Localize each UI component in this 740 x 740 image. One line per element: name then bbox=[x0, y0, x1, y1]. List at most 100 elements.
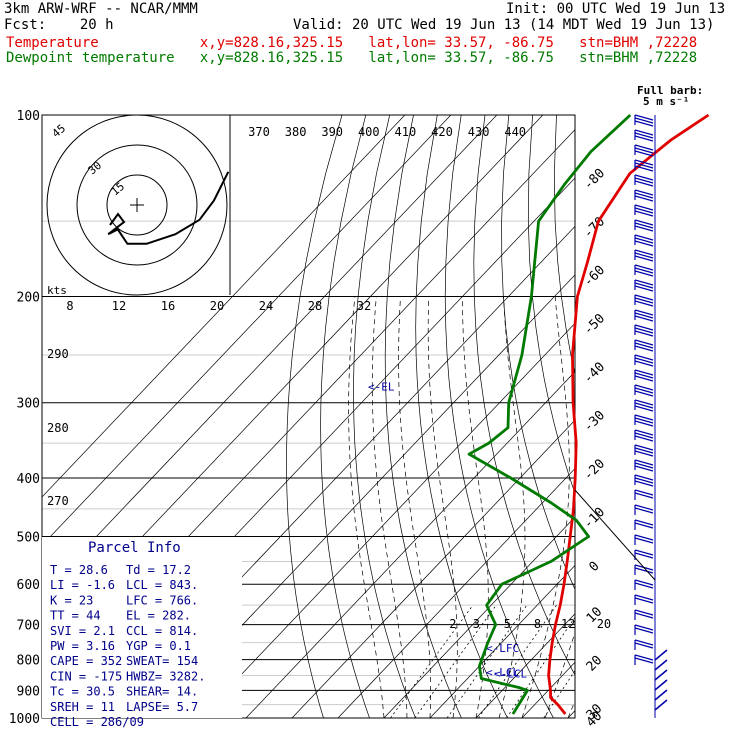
theta-label: 420 bbox=[431, 125, 453, 139]
hodograph-ring-label: 45 bbox=[50, 122, 69, 140]
wind-barb bbox=[634, 369, 654, 376]
wind-barb bbox=[634, 147, 654, 154]
parcel-info-right: HWBZ= 3282. bbox=[126, 669, 205, 683]
wind-barb bbox=[634, 507, 654, 514]
wind-barb bbox=[634, 159, 654, 166]
dry-adiabat bbox=[676, 115, 740, 718]
hodograph-speed-label: 28 bbox=[308, 299, 322, 313]
parcel-info-left: T = 28.6 bbox=[50, 563, 108, 577]
isotherm bbox=[42, 115, 406, 498]
isotherm bbox=[42, 115, 452, 546]
wind-barb bbox=[634, 612, 654, 619]
parcel-info-left: SREH = 11 bbox=[50, 700, 115, 714]
parcel-info-left: CIN = -175 bbox=[50, 669, 122, 683]
wind-barb bbox=[654, 699, 668, 711]
wind-barb bbox=[634, 375, 654, 382]
hodograph-ring bbox=[46, 114, 228, 296]
dry-adiabat bbox=[723, 115, 740, 718]
wind-barb bbox=[634, 519, 654, 526]
wind-barb bbox=[634, 144, 654, 151]
mixing-ratio-label: 5 bbox=[504, 617, 511, 631]
parcel-info-right: LCL = 843. bbox=[126, 578, 198, 592]
wind-barb bbox=[634, 504, 654, 511]
hodograph-speed-label: 12 bbox=[112, 299, 126, 313]
isotherm bbox=[614, 115, 740, 718]
isotherm-label: -20 bbox=[581, 456, 608, 483]
moist-adiabat bbox=[462, 296, 489, 718]
wind-barb bbox=[634, 162, 654, 169]
wind-barb bbox=[634, 372, 654, 379]
diagram-grid bbox=[41, 114, 740, 719]
wind-barb bbox=[634, 447, 654, 454]
wind-barb bbox=[634, 339, 654, 346]
wind-barb bbox=[634, 282, 654, 289]
wind-barb bbox=[634, 480, 654, 487]
wind-barb bbox=[634, 549, 654, 556]
dry-adiabat bbox=[473, 115, 575, 676]
pressure-tick-label: 400 bbox=[17, 472, 40, 487]
wind-barb bbox=[634, 642, 654, 649]
wind-barb bbox=[634, 135, 654, 142]
wind-barb bbox=[634, 222, 654, 229]
wind-barb bbox=[634, 657, 654, 664]
valid-time: Valid: 20 UTC Wed 19 Jun 13 (14 MDT Wed … bbox=[293, 17, 715, 33]
dry-adiabat bbox=[652, 115, 740, 718]
dry-adiabat bbox=[353, 115, 416, 718]
moist-adiabat bbox=[591, 297, 740, 719]
pressure-tick-label: 700 bbox=[17, 619, 40, 634]
wind-barb bbox=[634, 390, 654, 397]
isotherm-label: -40 bbox=[581, 360, 608, 387]
dry-adiabat bbox=[444, 115, 554, 718]
parcel-info-left: Tc = 30.5 bbox=[50, 685, 115, 699]
wind-barb bbox=[634, 264, 654, 271]
wind-barb bbox=[634, 435, 654, 442]
pressure-tick-label: 500 bbox=[17, 530, 40, 545]
wind-barb bbox=[634, 327, 654, 334]
parcel-info-left: CAPE = 352 bbox=[50, 654, 122, 668]
dry-adiabat bbox=[604, 115, 740, 718]
parcel-info-right: YGP = 0.1 bbox=[126, 639, 191, 653]
pressure-tick-label: 900 bbox=[17, 684, 40, 699]
moist-adiabat bbox=[544, 631, 575, 718]
moist-adiabat bbox=[398, 296, 431, 718]
wind-barb bbox=[634, 192, 654, 199]
wind-barb bbox=[634, 294, 654, 301]
wind-barb bbox=[654, 679, 668, 691]
pressure-tick-label: 200 bbox=[17, 291, 40, 306]
isotherm bbox=[337, 468, 575, 718]
parcel-info-right: CCL = 814. bbox=[126, 624, 198, 638]
wind-barb bbox=[634, 534, 654, 541]
parcel-info-left: CELL = 286/09 bbox=[50, 715, 144, 729]
wind-barb bbox=[634, 249, 654, 256]
theta-label: 430 bbox=[468, 125, 490, 139]
pressure-tick-label: 800 bbox=[17, 654, 40, 669]
init-time: Init: 00 UTC Wed 19 Jun 13 bbox=[506, 1, 726, 17]
wind-barb bbox=[634, 117, 654, 124]
wind-barb bbox=[634, 297, 654, 304]
hodograph-speed-label: 32 bbox=[357, 299, 371, 313]
wind-barb bbox=[634, 285, 654, 292]
mixing-ratio-line bbox=[414, 604, 497, 718]
theta-label: 380 bbox=[285, 125, 307, 139]
wind-barb bbox=[634, 357, 654, 364]
wind-barb bbox=[654, 669, 668, 681]
wind-barb bbox=[634, 417, 654, 424]
wind-barb bbox=[634, 177, 654, 184]
wind-barb bbox=[634, 219, 654, 226]
isotherm-label: -50 bbox=[581, 311, 608, 338]
pressure-tick-label: 100 bbox=[17, 109, 40, 124]
hodograph-ring-label: 30 bbox=[86, 159, 105, 177]
model-title: 3km ARW-WRF -- NCAR/MMM bbox=[4, 1, 198, 17]
hodograph-trace bbox=[107, 171, 230, 245]
barb-boundary bbox=[574, 489, 656, 581]
wind-barb bbox=[634, 189, 654, 196]
isotherm bbox=[245, 371, 575, 718]
wind-barb bbox=[634, 255, 654, 262]
theta-left-label: 280 bbox=[47, 421, 69, 435]
theta-left-label: 270 bbox=[47, 494, 69, 508]
grid-lines bbox=[42, 115, 740, 719]
wind-barb bbox=[634, 429, 654, 436]
wind-barb bbox=[634, 204, 654, 211]
wind-barb bbox=[634, 132, 654, 139]
